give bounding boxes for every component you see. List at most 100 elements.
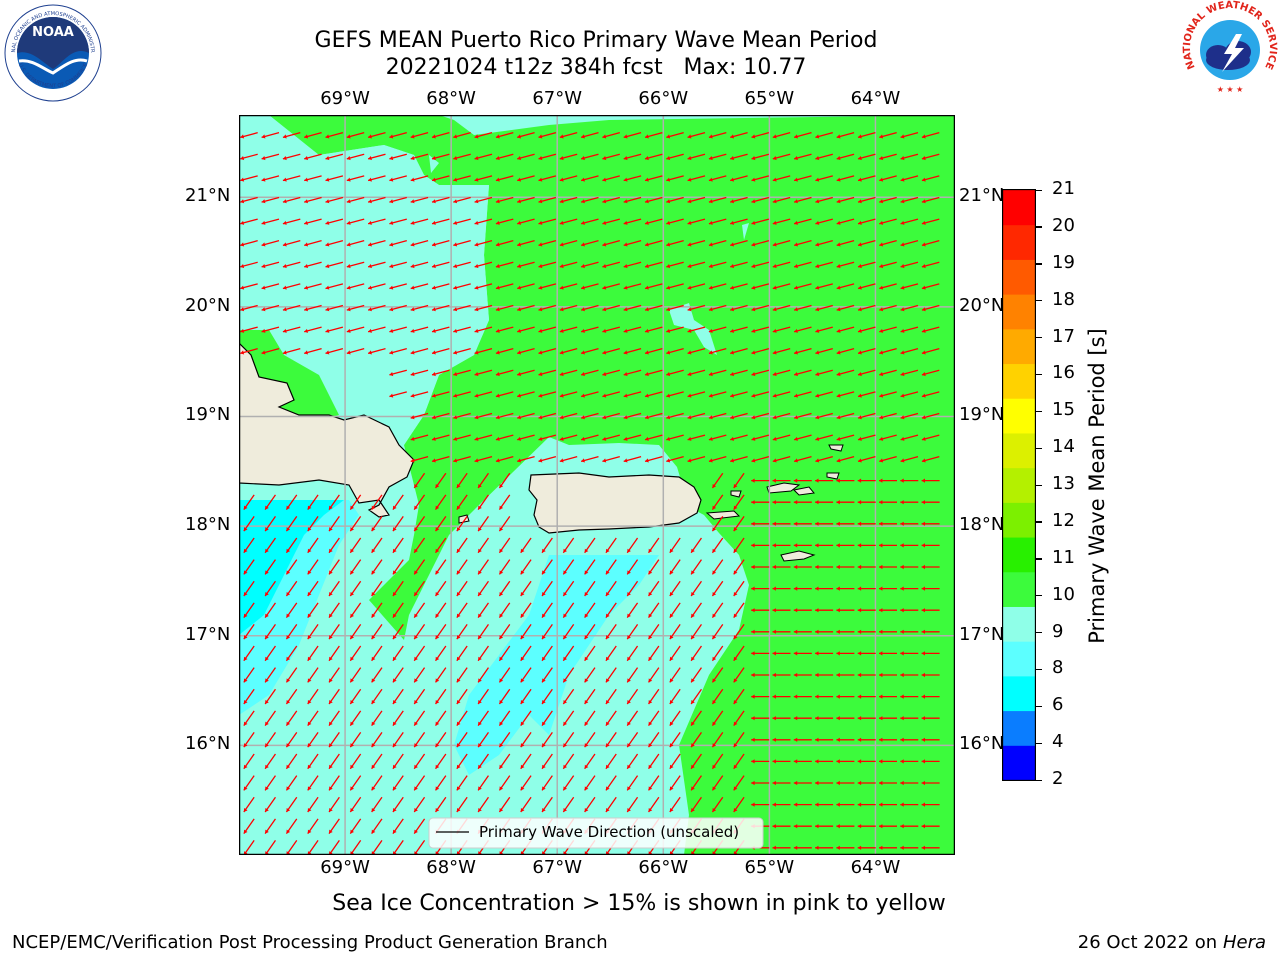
wave-vector-head [605, 613, 610, 618]
lon-label-bottom: 67°W [532, 857, 583, 878]
wave-vector-head [605, 786, 610, 791]
wave-vector-head [282, 328, 287, 333]
wave-vector-head [666, 372, 671, 377]
wave-vector-head [392, 829, 397, 834]
wave-vector-head [666, 285, 671, 290]
wave-vector-head [371, 613, 376, 618]
wave-vector-head [900, 672, 904, 678]
wave-vector-head [879, 845, 883, 850]
wave-vector-head [329, 635, 333, 640]
wave-vector-head [836, 307, 841, 312]
wave-vector-head [687, 177, 692, 182]
wave-vector-head [648, 699, 653, 704]
wave-vector-head [243, 570, 248, 575]
wave-vector-head [286, 721, 291, 726]
wave-vector-head [712, 527, 717, 532]
wave-vector-head [648, 764, 653, 769]
wave-vector-head [371, 699, 376, 704]
wave-vector-head [687, 199, 692, 204]
wave-vector-head [772, 716, 776, 721]
lon-label-top: 69°W [320, 88, 370, 109]
lat-label-left: 17°N [185, 623, 231, 645]
wave-vector-head [542, 548, 546, 553]
wave-vector-head [392, 656, 397, 661]
wave-vector-head [605, 570, 610, 575]
wave-vector-head [261, 199, 266, 204]
wave-vector-head [858, 264, 862, 269]
wave-vector-head [857, 564, 862, 570]
wave-vector-head [708, 328, 713, 333]
wave-vector-head [499, 743, 504, 748]
wave-vector-head [751, 521, 755, 526]
wave-vector-head [495, 307, 500, 312]
wave-vector-head [836, 199, 841, 204]
wave-vector-head [645, 415, 649, 420]
wave-vector-head [836, 372, 841, 377]
wave-vector-head [432, 307, 436, 312]
wave-vector-head [478, 591, 482, 596]
wave-vector-head [687, 285, 692, 290]
wave-vector-head [265, 635, 269, 640]
wave-vector-head [371, 829, 376, 834]
wave-vector-head [605, 635, 610, 640]
wave-vector-head [921, 458, 926, 463]
wave-vector-head [243, 721, 248, 726]
lon-label-top: 68°W [426, 88, 476, 109]
wave-vector-head [794, 177, 798, 182]
wave-vector-head [307, 764, 312, 769]
wave-vector-head [921, 521, 926, 526]
wave-vector-head [751, 694, 755, 699]
wave-vector-head [836, 393, 841, 398]
wave-vector-head [730, 242, 735, 247]
colorbar-tick-label: 10 [1052, 583, 1075, 605]
wave-vector-head [751, 564, 755, 570]
wave-vector-head [474, 134, 479, 139]
wave-vector-head [794, 328, 798, 333]
wave-vector-head [432, 415, 436, 420]
wave-vector-head [538, 372, 543, 377]
wave-vector-head [474, 393, 479, 398]
wave-vector-head [414, 505, 418, 510]
wave-vector-head [815, 521, 819, 526]
wave-vector-head [733, 483, 738, 488]
wave-vector-head [602, 264, 607, 269]
wave-vector-head [623, 436, 628, 441]
wave-vector-head [435, 635, 440, 640]
wave-vector-head [879, 780, 883, 786]
wave-vector-head [687, 156, 692, 161]
wave-vector-head [392, 699, 397, 704]
wave-vector-head [666, 415, 671, 420]
wave-vector-head [751, 802, 755, 807]
wave-vector-head [602, 199, 607, 204]
wave-vector-head [627, 548, 631, 553]
wave-vector-head [900, 415, 905, 420]
wave-vector-head [836, 478, 840, 483]
wave-vector-head [772, 436, 777, 441]
wave-vector-head [371, 743, 376, 748]
wave-vector-head [648, 786, 653, 791]
wave-vector-head [645, 328, 649, 333]
wave-vector-head [435, 764, 440, 769]
wave-vector-head [879, 672, 883, 678]
wave-vector-head [432, 156, 436, 161]
wave-vector-head [921, 672, 926, 678]
wave-vector-head [921, 500, 926, 505]
wave-vector-head [815, 264, 820, 269]
wave-vector-head [265, 678, 269, 683]
colorbar-tick-mark [1036, 337, 1042, 339]
wave-vector-head [563, 548, 568, 553]
wave-vector-head [371, 548, 376, 553]
wave-vector-head [261, 264, 266, 269]
colorbar-segment [1003, 641, 1035, 677]
wave-vector-head [265, 548, 269, 553]
wave-vector-head [602, 415, 607, 420]
wave-vector-head [794, 156, 798, 161]
wave-vector-head [751, 372, 756, 377]
wave-vector-head [325, 328, 330, 333]
wave-vector-head [584, 764, 589, 769]
wave-vector-head [240, 242, 245, 247]
wave-vector-head [900, 220, 905, 225]
wave-vector-head [793, 629, 798, 634]
colorbar-tick-label: 9 [1052, 620, 1064, 642]
wave-vector-head [368, 199, 372, 204]
